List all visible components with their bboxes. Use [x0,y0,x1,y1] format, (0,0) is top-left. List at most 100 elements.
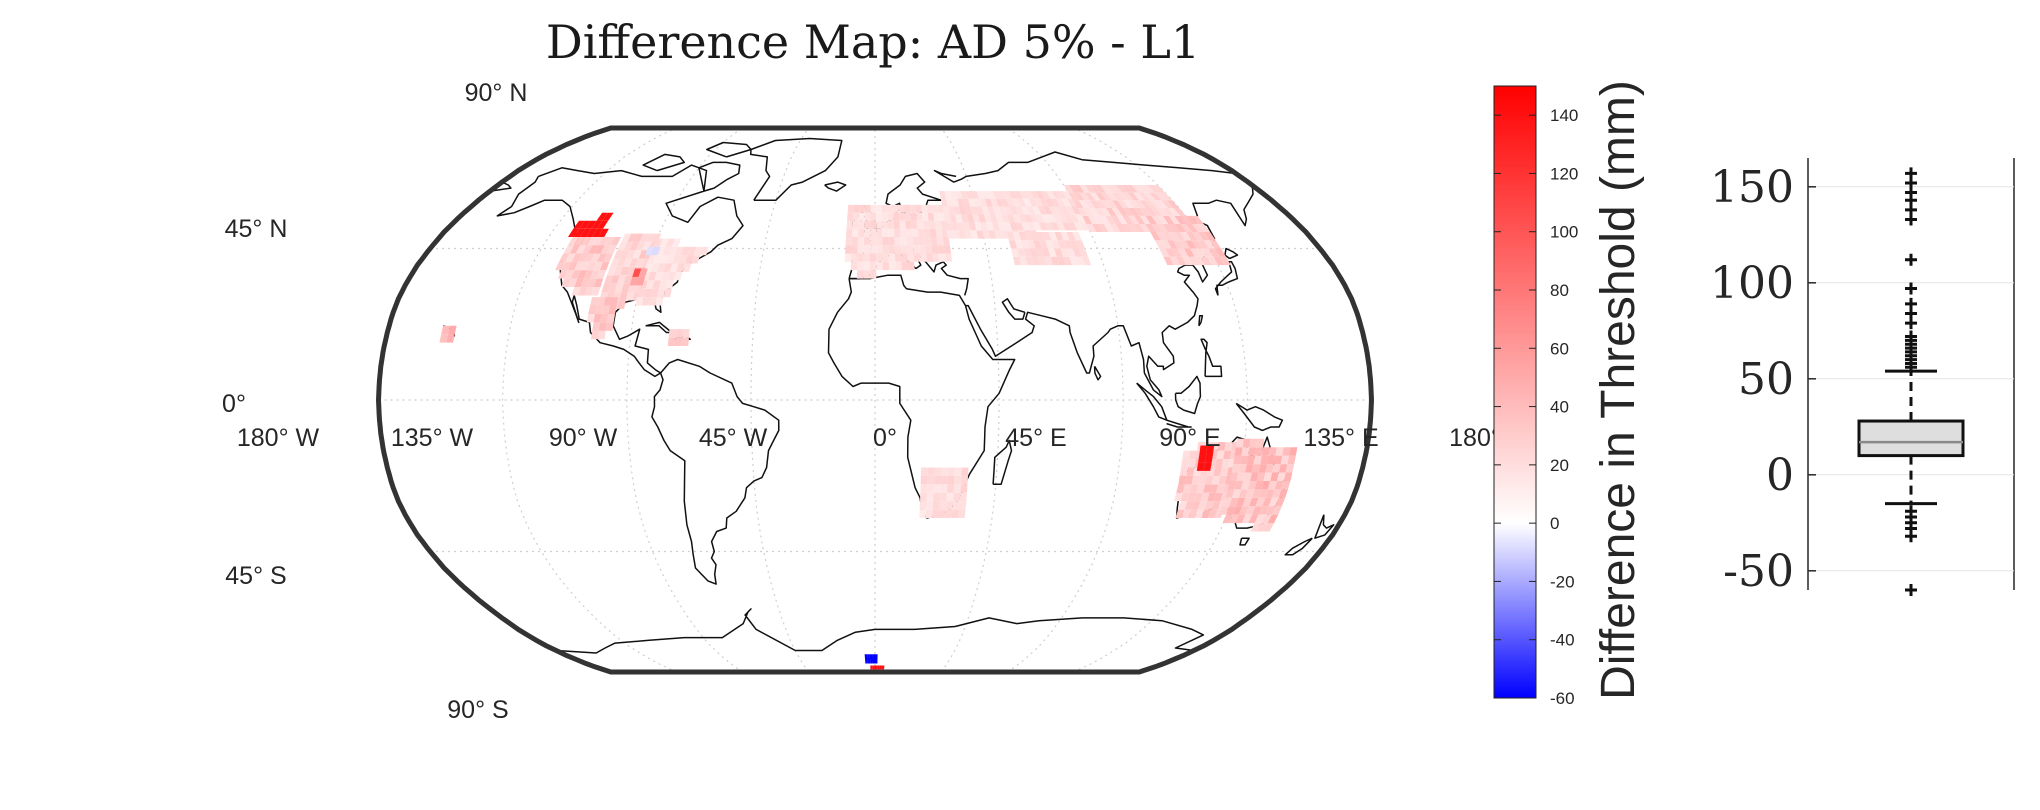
heat-cell [899,228,907,237]
coastline [965,184,1254,398]
heat-cell [1207,509,1218,519]
heat-cell [1079,185,1090,193]
heat-cell [601,283,611,293]
heat-cell [913,245,920,254]
heat-cell [951,222,959,231]
heat-cell [1030,191,1040,199]
heat-cell [1250,523,1262,532]
heat-cell [1127,223,1139,233]
heat-cell [1162,223,1175,233]
heat-cell [1255,497,1266,507]
heat-cell [1197,501,1208,510]
heat-cell [888,261,896,271]
heat-cell [1216,484,1226,493]
heat-cell [1196,484,1206,493]
heat-cell [998,206,1007,215]
colorbar-tick-label: 0 [1550,514,1559,533]
heat-cell [1150,208,1163,216]
heat-cell [1211,475,1221,485]
heat-cell [1066,232,1076,241]
heat-cell [1256,438,1265,448]
heat-cell [864,228,871,237]
heat-cell [665,255,676,264]
heat-cell [1204,453,1214,463]
heat-cell [1202,484,1212,493]
heat-cell [1209,484,1219,493]
heat-cell [1012,198,1021,207]
heat-cell [845,236,853,246]
heat-cell [847,212,854,221]
heat-cell [888,245,895,254]
heat-cell [596,212,608,221]
outlier-marker [1905,584,1917,596]
heat-cell [1063,240,1073,249]
heat-cell [1062,222,1072,231]
colorbar-tick-label: -60 [1550,689,1575,708]
heat-cell [693,246,703,256]
heat-cell [558,253,570,262]
heat-cell [1037,256,1047,266]
heat-cell [632,268,642,277]
heat-cell [856,270,864,279]
heat-cell [651,246,661,256]
heat-cell [1191,501,1201,510]
boxplot-tick-label: 50 [1738,354,1794,405]
heat-cell [1168,223,1181,233]
meridian-line [501,128,678,672]
lat-label: 90° N [465,79,528,107]
heat-cell [1089,185,1101,193]
heat-cell [1223,450,1232,460]
heat-cell [1068,185,1080,193]
heat-cell [870,212,877,221]
coastline [1214,261,1239,296]
heat-cell [1001,214,1010,223]
heat-cell [962,198,971,207]
heat-cell [592,236,604,246]
heat-cell [447,325,457,335]
heat-cell [921,212,929,221]
heat-cell [607,245,618,254]
heat-cell [654,271,664,281]
heat-cell [877,665,880,668]
heat-cell [1156,208,1169,216]
heat-cell [928,220,936,229]
heat-cell [894,245,902,254]
heat-cell [1256,472,1266,481]
heat-cell [1055,198,1066,207]
heat-cell [876,220,883,229]
heat-cell [976,191,985,199]
heat-cell [1213,256,1225,266]
outlier-marker [1905,317,1917,330]
heat-cell [1115,223,1127,233]
heat-cell [933,484,941,493]
heat-cell [1249,438,1258,448]
heat-cell [588,305,597,314]
heat-cell [1040,191,1051,199]
heat-cell [1030,232,1040,241]
heat-cell [956,222,965,231]
coastline [642,153,686,172]
heat-cell [1253,455,1262,465]
heat-cell [1012,232,1021,241]
heat-cell [857,261,864,271]
heat-cell [875,660,878,664]
heat-cell [672,255,682,264]
meridian-line [750,128,810,672]
heat-cell [864,204,871,213]
heat-cell [909,204,917,213]
heat-cell [876,245,883,254]
heat-cell [1202,248,1214,257]
heat-cell [907,261,915,271]
heat-cell [1095,192,1107,201]
heat-cell [1018,214,1028,223]
lon-label: 135° W [391,424,474,452]
heat-cell [1069,214,1080,223]
heat-cell [911,220,918,229]
heat-cell [1247,480,1257,490]
heat-cell [648,297,657,306]
heat-cell [1050,256,1060,266]
heat-cell [911,228,919,237]
heat-cell [1177,248,1189,257]
heat-cell [1263,472,1273,481]
heat-cell [1154,192,1167,201]
